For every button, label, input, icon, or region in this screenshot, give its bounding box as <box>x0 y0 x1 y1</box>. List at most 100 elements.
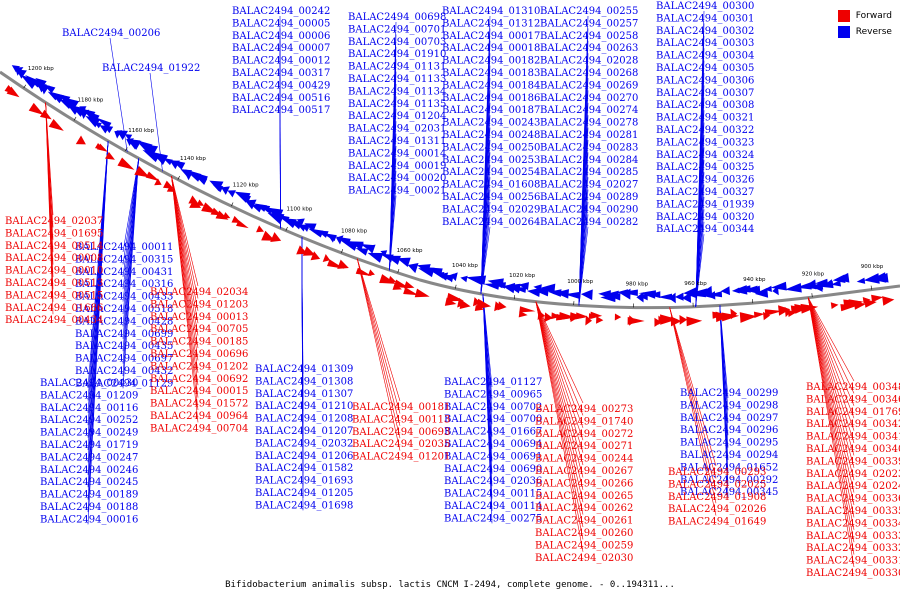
forward-gene-label: BALAC2494_00265 <box>535 491 633 502</box>
gene-feature <box>355 267 372 277</box>
gene-feature <box>657 293 673 301</box>
gene-feature <box>95 117 112 129</box>
leader-line <box>171 176 199 423</box>
gene-feature <box>518 310 528 318</box>
leader-line <box>719 305 729 498</box>
forward-gene-label: BALAC2494_00010 <box>5 266 103 277</box>
gene-feature <box>764 309 783 316</box>
forward-gene-label: BALAC2494_00434 <box>5 315 103 326</box>
gene-feature <box>627 316 645 325</box>
gene-feature <box>472 297 481 307</box>
legend-forward-label: Forward <box>855 11 892 21</box>
reverse-gene-label: BALAC2494_00182 <box>442 56 540 67</box>
reverse-gene-label: BALAC2494_00275 <box>444 513 542 524</box>
reverse-gene-label: BALAC2494_01308 <box>255 376 353 387</box>
legend: Forward Reverse <box>837 8 892 40</box>
gene-labels: BALAC2494_00206 BALAC2494_01922 BALAC2494_… <box>5 1 900 579</box>
gene-feature <box>307 228 324 238</box>
leader-line <box>535 301 584 404</box>
gene-feature <box>580 289 593 301</box>
forward-gene-label: BALAC2494_00705 <box>150 324 248 335</box>
reverse-gene-label: BALAC2494_01652 <box>680 462 778 473</box>
reverse-gene-label: BALAC2494_01133 <box>348 74 446 85</box>
scale-tick-label: 1080 kbp <box>341 228 367 234</box>
legend-forward-swatch <box>837 10 850 22</box>
scale-tick-label: 1040 kbp <box>452 263 478 269</box>
leader-line <box>171 176 199 287</box>
scale-tick-label: 980 kbp <box>626 282 649 288</box>
gene-feature <box>103 125 114 134</box>
gene-feature <box>648 291 661 299</box>
scale-tick-label: 1140 kbp <box>180 156 206 162</box>
reverse-gene-label: BALAC2494_00263 <box>540 43 638 54</box>
forward-gene-label: BALAC2494_02026 <box>668 504 766 515</box>
leader-line <box>356 258 401 439</box>
reverse-gene-label: BALAC2494_00017 <box>442 31 540 42</box>
reverse-gene-label: BALAC2494_00249 <box>40 428 138 439</box>
reverse-gene-label: BALAC2494_00323 <box>656 137 754 148</box>
reverse-gene-label: BALAC2494_00326 <box>656 175 754 186</box>
reverse-gene-label: BALAC2494_00324 <box>656 150 754 161</box>
gene-feature <box>289 220 303 230</box>
reverse-gene-label: BALAC2494_00430 <box>40 378 138 389</box>
forward-gene-label: BALAC2494_00015 <box>150 386 248 397</box>
reverse-gene-label: BALAC2494_00694 <box>444 439 542 450</box>
reverse-gene-label: BALAC2494_01582 <box>255 463 353 474</box>
reverse-gene-label: BALAC2494_01207 <box>255 426 353 437</box>
scale-tick-label: 1060 kbp <box>397 248 423 254</box>
gene-feature <box>590 311 603 320</box>
leader-line <box>669 307 717 467</box>
reverse-gene-label: BALAC2494_00327 <box>656 187 754 198</box>
reverse-gene-label: BALAC2494_00428 <box>75 316 173 327</box>
legend-reverse-label: Reverse <box>855 27 892 37</box>
reverse-gene-label: BALAC2494_00269 <box>540 80 638 91</box>
gene-feature <box>385 255 401 265</box>
reverse-gene-label: BALAC2494_01311 <box>348 136 446 147</box>
leader-line <box>535 301 584 478</box>
reverse-gene-label: BALAC2494_00435 <box>75 341 173 352</box>
scale-tick <box>513 295 516 300</box>
reverse-gene-label: BALAC2494_00294 <box>680 450 778 461</box>
reverse-gene-label: BALAC2494_00187 <box>442 105 540 116</box>
gene-feature <box>256 225 265 233</box>
leader-line <box>807 297 855 394</box>
reverse-gene-label: BALAC2494_00301 <box>656 13 754 24</box>
reverse-gene-label: BALAC2494_00298 <box>680 400 778 411</box>
gene-feature <box>221 186 230 195</box>
scale-tick <box>125 147 128 152</box>
leader-line <box>807 297 855 456</box>
gene-feature <box>166 185 175 192</box>
leader-line <box>356 258 401 426</box>
leader-line <box>535 301 584 540</box>
reverse-gene-label: BALAC2494_00250 <box>442 142 540 153</box>
reverse-gene-label: BALAC2494_00322 <box>656 125 754 136</box>
forward-gene-label: BALAC2494_00514 <box>5 241 103 252</box>
reverse-gene-label: BALAC2494_00012 <box>232 56 330 67</box>
reverse-gene-label: BALAC2494_00183 <box>442 68 540 79</box>
reverse-gene-label: BALAC2494_00345 <box>680 487 778 498</box>
reverse-gene-label: BALAC2494_00308 <box>656 100 754 111</box>
gene-feature <box>134 166 150 178</box>
gene-feature <box>703 285 713 297</box>
legend-reverse: Reverse <box>837 24 892 40</box>
gene-feature <box>213 184 224 193</box>
reverse-gene-label: BALAC2494_00021 <box>348 186 446 197</box>
gene-feature <box>20 74 39 90</box>
leader-line <box>535 301 584 552</box>
forward-gene-label: BALAC2494_00346 <box>806 394 900 405</box>
leader-line <box>535 301 584 453</box>
scale-tick-label: 1180 kbp <box>78 98 104 104</box>
gene-feature <box>414 288 430 298</box>
scale-tick-label: 900 kbp <box>861 264 884 270</box>
reverse-gene-label: BALAC2494_01910 <box>348 49 446 60</box>
gene-feature <box>491 282 507 289</box>
gene-feature <box>674 292 684 301</box>
reverse-gene-label: BALAC2494_00697 <box>75 354 173 365</box>
forward-gene-label: BALAC2494_00964 <box>150 411 248 422</box>
reverse-gene-label: BALAC2494_00114 <box>444 501 542 512</box>
reverse-gene-label: BALAC2494_00701 <box>348 24 446 35</box>
reverse-gene-label: BALAC2494_02031 <box>348 124 446 135</box>
gene-feature <box>830 302 839 309</box>
reverse-gene-label: BALAC2494_00516 <box>232 93 330 104</box>
gene-feature <box>155 154 169 166</box>
